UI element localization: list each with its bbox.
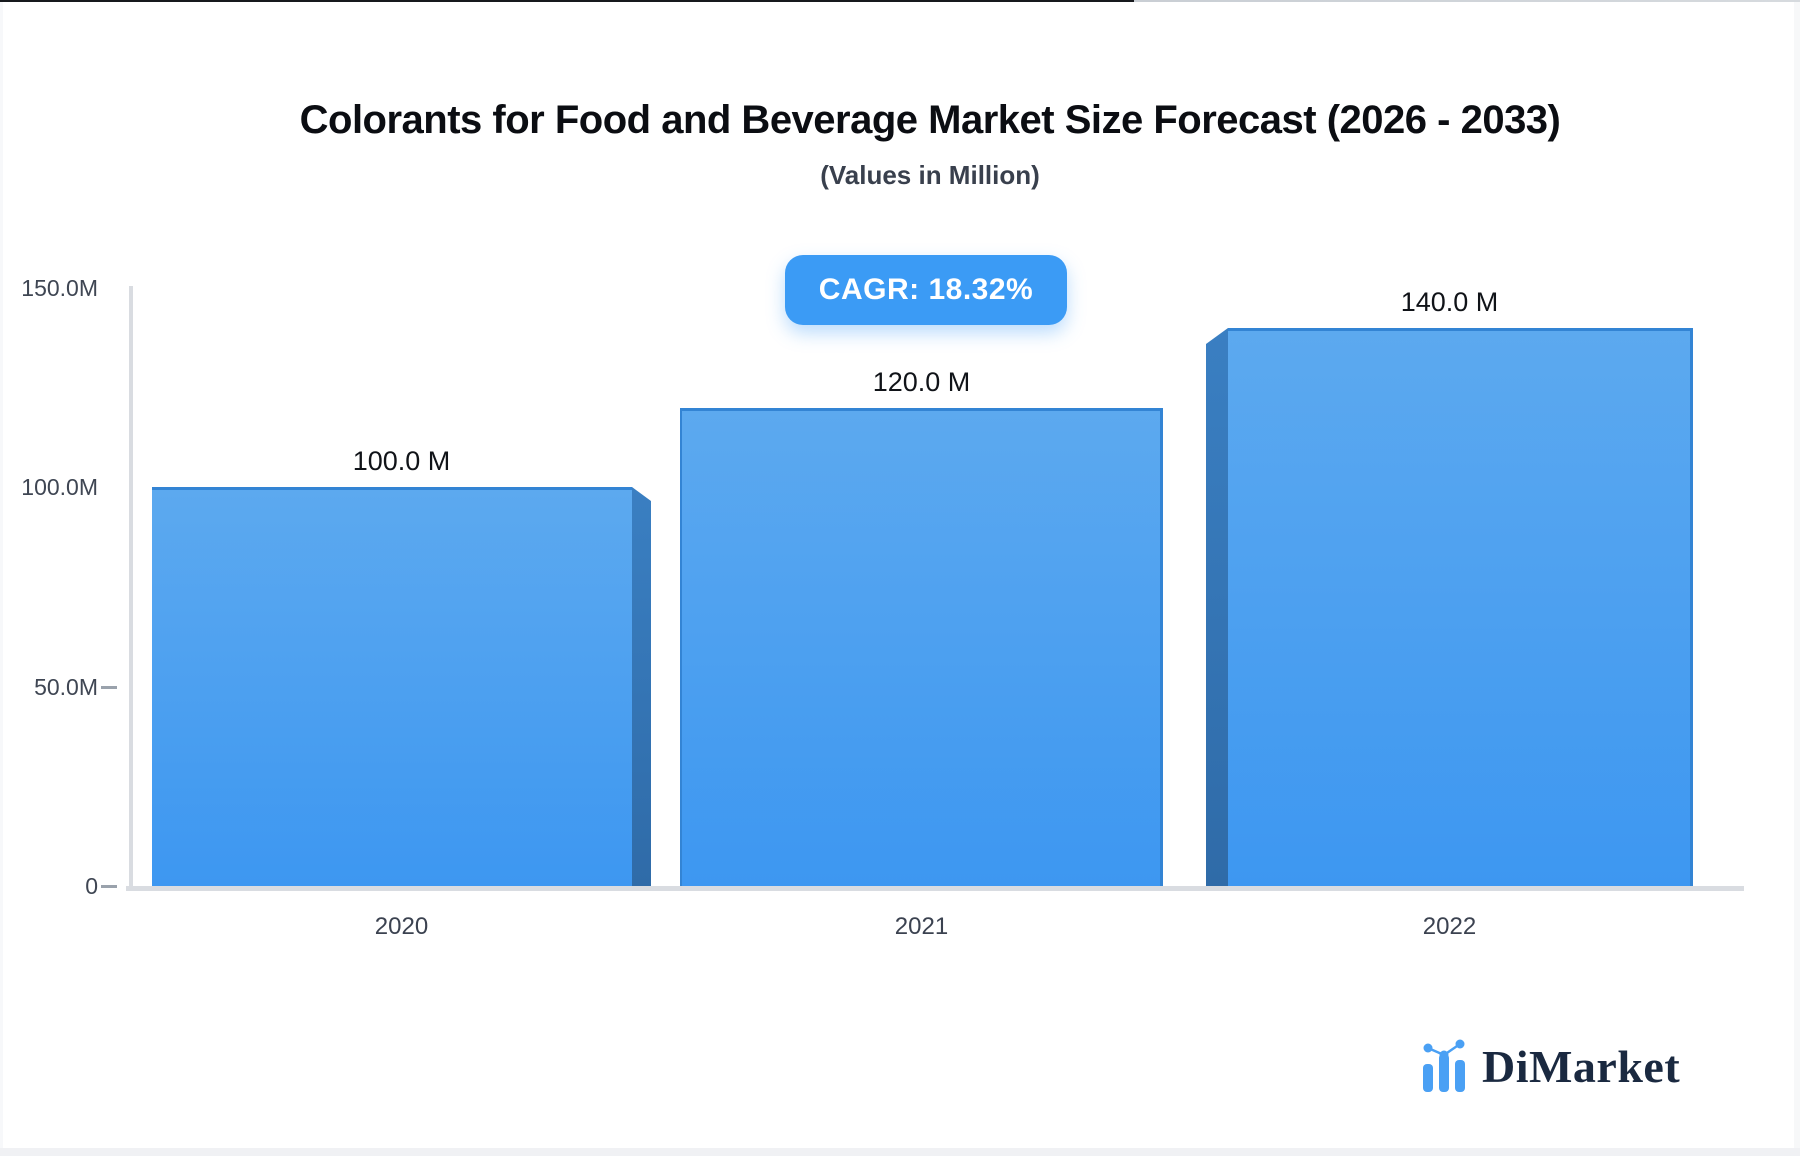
screenshot-top-border: [0, 0, 1800, 2]
y-tick-label: 100.0M: [21, 474, 98, 501]
chart-subtitle: (Values in Million): [820, 160, 1040, 190]
bar-value-label: 120.0 M: [872, 367, 971, 397]
y-tick-mark: [101, 685, 117, 689]
bar-3d-side: [1206, 328, 1228, 886]
dimarket-logo-icon: [1423, 1039, 1465, 1092]
screenshot-bottom-border: [0, 1148, 1800, 1156]
x-tick-label: 2022: [1422, 913, 1477, 940]
y-tick-label: 50.0M: [34, 673, 98, 700]
bar-2022: [1228, 328, 1693, 886]
cagr-badge: CAGR: 18.32%: [785, 255, 1067, 325]
y-tick-label: 0: [85, 873, 98, 899]
x-tick-label: 2021: [894, 913, 949, 940]
screenshot-left-border: [0, 2, 3, 1156]
bar-3d-side: [632, 487, 651, 886]
bar-2020: [152, 487, 632, 886]
brand-name: DiMarket: [1482, 1040, 1681, 1092]
cagr-badge-label: CAGR: 18.32%: [818, 273, 1034, 306]
chart-title: Colorants for Food and Beverage Market S…: [299, 98, 1561, 142]
bar-value-label: 140.0 M: [1400, 287, 1499, 317]
y-axis-line: [129, 286, 133, 886]
bar-value-label: 100.0 M: [352, 446, 451, 476]
bar-2021: [680, 408, 1163, 886]
brand-watermark: DiMarket: [1420, 1038, 1680, 1094]
x-axis-baseline: [126, 886, 1744, 891]
x-tick-label: 2020: [374, 913, 429, 940]
screenshot-right-border: [1794, 2, 1800, 1156]
y-tick-label: 150.0M: [21, 275, 98, 301]
y-tick-mark: [101, 885, 117, 888]
